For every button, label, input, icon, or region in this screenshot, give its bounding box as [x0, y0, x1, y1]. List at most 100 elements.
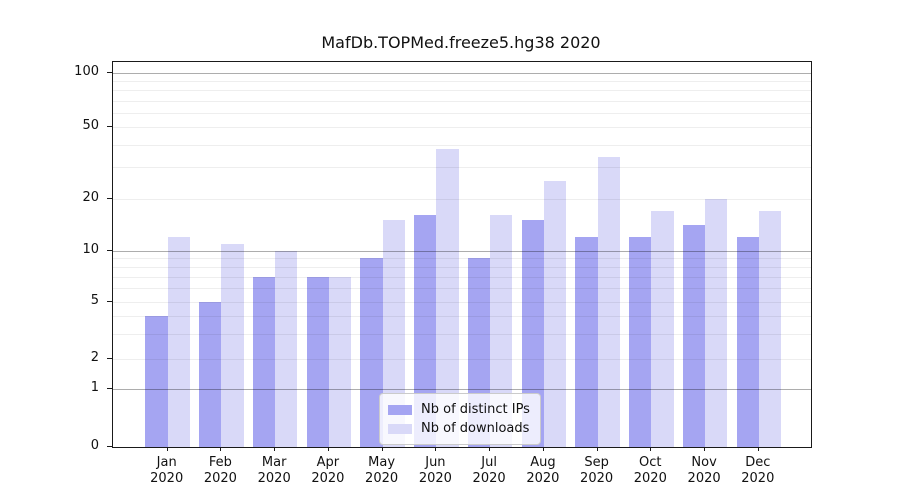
- x-tick-mark: [650, 447, 652, 451]
- plot-area: Nb of distinct IPs Nb of downloads: [112, 61, 812, 448]
- gridline-6: [113, 288, 811, 290]
- y-tick-label: 1: [90, 380, 99, 396]
- x-tick-mark: [327, 447, 329, 451]
- x-tick-year: 2020: [472, 471, 506, 486]
- x-tick-mark: [274, 447, 276, 451]
- x-tick-label-oct: Oct 2020: [618, 455, 682, 487]
- gridline-4: [113, 315, 811, 317]
- x-tick-label-sep: Sep 2020: [565, 455, 629, 487]
- x-tick-year: 2020: [526, 471, 560, 486]
- bar-distinct-ips-jun: [414, 215, 437, 447]
- x-tick-label-jun: Jun 2020: [403, 455, 467, 487]
- y-tick-label: 50: [82, 118, 99, 133]
- gridline-80: [113, 90, 811, 92]
- bar-distinct-ips-apr: [306, 276, 329, 447]
- legend-label-distinct-ips: Nb of distinct IPs: [421, 402, 530, 417]
- x-tick-label-jan: Jan 2020: [135, 455, 199, 487]
- bar-downloads-nov: [705, 198, 728, 447]
- gridline-9: [113, 258, 811, 260]
- gridline-8: [113, 267, 811, 268]
- legend-item-distinct-ips: Nb of distinct IPs: [388, 400, 530, 419]
- gridline-5: [113, 301, 811, 303]
- y-tick-mark: [107, 249, 112, 251]
- gridline-90: [113, 81, 811, 82]
- x-tick-mark: [166, 447, 168, 451]
- gridline-1: [113, 389, 811, 391]
- y-tick-mark: [107, 126, 112, 127]
- legend: Nb of distinct IPs Nb of downloads: [379, 393, 541, 445]
- gridline-70: [113, 100, 811, 102]
- gridline-20: [113, 198, 811, 200]
- gridline-7: [113, 276, 811, 278]
- x-tick-mark: [220, 447, 222, 451]
- y-tick-mark: [107, 446, 112, 447]
- bar-downloads-jun: [436, 148, 459, 447]
- gridline-10: [113, 250, 811, 252]
- gridline-30: [113, 167, 811, 168]
- y-tick-label: 20: [82, 189, 99, 205]
- y-tick-label: 10: [82, 241, 99, 257]
- x-tick-label-dec: Dec 2020: [726, 455, 790, 487]
- x-tick-year: 2020: [580, 471, 614, 486]
- x-tick-mark: [435, 447, 437, 451]
- x-tick-mark: [542, 447, 544, 451]
- x-tick-mark: [757, 447, 759, 451]
- x-tick-month: Jan: [156, 455, 177, 470]
- x-tick-mark: [704, 447, 706, 451]
- x-tick-mark: [489, 447, 491, 451]
- x-tick-month: Jun: [425, 455, 446, 470]
- y-tick-label: 5: [90, 292, 99, 308]
- bar-distinct-ips-aug: [521, 220, 544, 447]
- bar-distinct-ips-sep: [575, 236, 598, 447]
- y-tick-label: 0: [90, 438, 99, 453]
- bar-distinct-ips-mar: [252, 276, 276, 447]
- x-tick-year: 2020: [150, 471, 184, 486]
- legend-label-downloads: Nb of downloads: [421, 421, 530, 436]
- x-tick-year: 2020: [418, 471, 452, 486]
- y-tick-label: 2: [90, 350, 99, 366]
- gridline-2: [113, 359, 811, 361]
- bar-distinct-ips-may: [360, 258, 383, 447]
- bar-downloads-mar: [275, 250, 298, 447]
- bar-downloads-jul: [490, 215, 513, 447]
- bar-downloads-jan: [167, 236, 190, 447]
- legend-item-downloads: Nb of downloads: [388, 419, 530, 438]
- x-tick-month: May: [368, 455, 396, 470]
- x-tick-label-aug: Aug 2020: [511, 455, 575, 487]
- bar-downloads-apr: [328, 276, 352, 447]
- bar-downloads-oct: [651, 210, 674, 447]
- x-tick-label-mar: Mar 2020: [242, 455, 306, 487]
- bar-downloads-sep: [597, 157, 620, 447]
- x-tick-label-feb: Feb 2020: [188, 455, 252, 487]
- gridline-40: [113, 144, 811, 146]
- gridline-3: [113, 333, 811, 335]
- x-tick-month: Jul: [481, 455, 497, 470]
- bar-distinct-ips-feb: [199, 301, 222, 447]
- x-tick-label-apr: Apr 2020: [296, 455, 360, 487]
- bar-distinct-ips-oct: [629, 236, 652, 447]
- bar-distinct-ips-jan: [145, 315, 168, 447]
- x-tick-month: Aug: [530, 455, 556, 470]
- x-tick-year: 2020: [741, 471, 775, 486]
- x-tick-month: Sep: [584, 455, 609, 470]
- y-tick-mark: [107, 388, 112, 390]
- gridline-50: [113, 127, 811, 128]
- x-tick-label-may: May 2020: [350, 455, 414, 487]
- x-tick-year: 2020: [311, 471, 345, 486]
- y-tick-mark: [107, 358, 112, 360]
- bar-distinct-ips-dec: [736, 236, 759, 447]
- x-tick-month: Oct: [639, 455, 662, 470]
- y-tick-mark: [107, 300, 112, 302]
- bar-distinct-ips-nov: [682, 225, 706, 447]
- x-tick-month: Apr: [316, 455, 340, 470]
- x-tick-month: Dec: [745, 455, 771, 470]
- x-tick-mark: [381, 447, 383, 451]
- bar-downloads-aug: [543, 181, 567, 447]
- chart-title: MafDb.TOPMed.freeze5.hg38 2020: [321, 33, 601, 52]
- legend-swatch-distinct-ips: [388, 404, 412, 415]
- x-tick-mark: [596, 447, 598, 451]
- x-tick-year: 2020: [365, 471, 399, 486]
- x-tick-year: 2020: [687, 471, 721, 486]
- bar-downloads-feb: [221, 243, 244, 447]
- x-tick-label-nov: Nov 2020: [672, 455, 736, 487]
